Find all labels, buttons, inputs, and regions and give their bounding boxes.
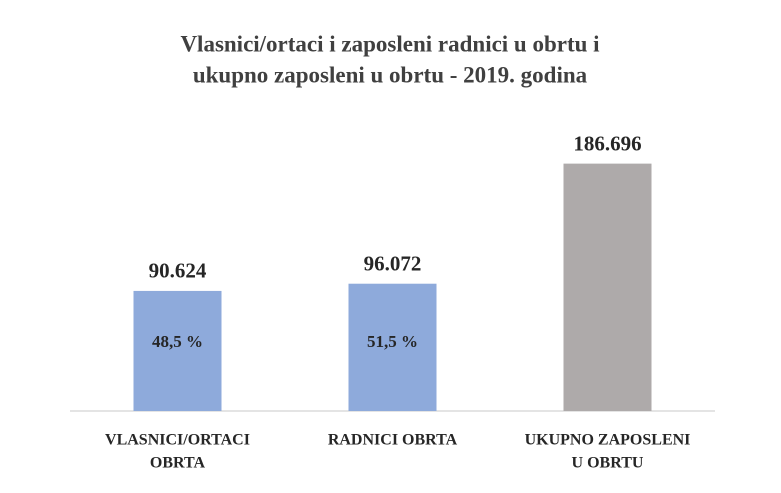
bar-annotation: 51,5 % (367, 332, 418, 351)
bar (348, 283, 437, 411)
value-label: 96.072 (364, 252, 422, 276)
bar (563, 163, 652, 411)
x-tick-label: VLASNICI/ORTACI (105, 432, 250, 449)
bar (133, 290, 222, 411)
value-label: 90.624 (149, 259, 207, 283)
x-tick-label: OBRTA (150, 455, 206, 472)
chart-title: ukupno zaposleni u obrtu - 2019. godina (193, 62, 588, 87)
x-tick-label: U OBRTU (572, 455, 644, 472)
x-tick-label: UKUPNO ZAPOSLENI (525, 432, 691, 449)
chart-title: Vlasnici/ortaci i zaposleni radnici u ob… (180, 31, 600, 56)
bar-annotation: 48,5 % (152, 332, 203, 351)
x-tick-label: RADNICI OBRTA (328, 432, 458, 449)
value-label: 186.696 (573, 131, 641, 155)
